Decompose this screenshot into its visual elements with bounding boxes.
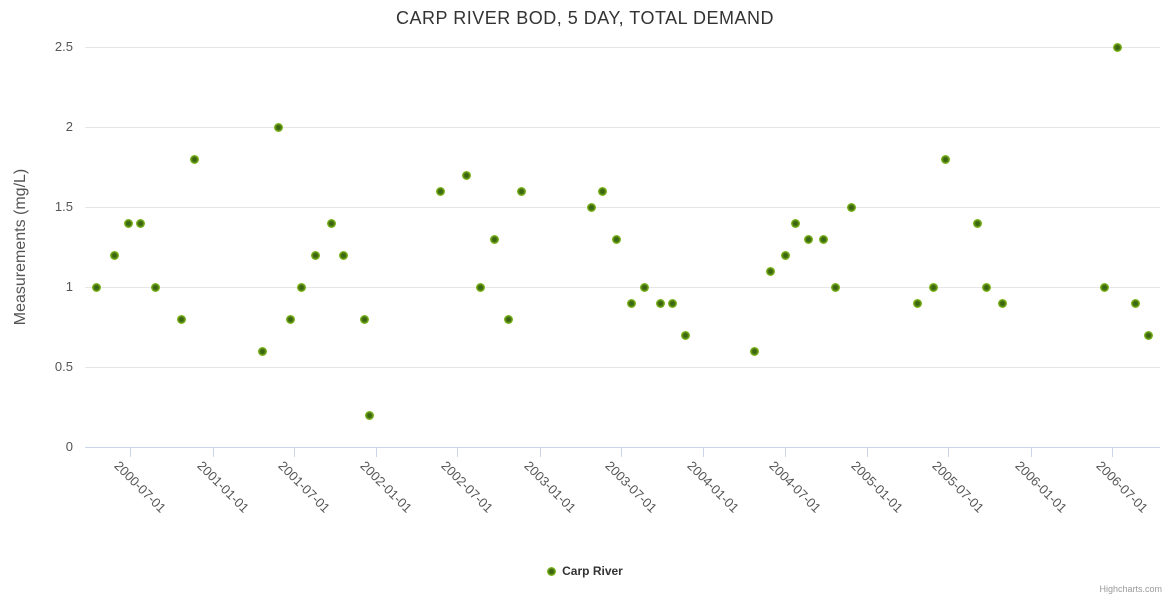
data-point[interactable] bbox=[136, 218, 146, 228]
data-point[interactable] bbox=[504, 314, 514, 324]
x-axis-tick bbox=[539, 447, 541, 457]
y-tick-label: 2 bbox=[65, 119, 73, 134]
x-tick-label: 2001-01-01 bbox=[194, 458, 252, 516]
highcharts-credit[interactable]: Highcharts.com bbox=[1099, 584, 1162, 594]
x-tick-label: 2002-07-01 bbox=[438, 458, 497, 516]
data-point[interactable] bbox=[781, 250, 791, 260]
data-point[interactable] bbox=[339, 250, 349, 260]
x-tick-label: 2006-01-01 bbox=[1011, 458, 1070, 516]
data-point[interactable] bbox=[110, 250, 120, 260]
data-point[interactable] bbox=[1131, 298, 1141, 308]
gridline bbox=[85, 366, 1160, 368]
x-tick-label: 2006-07-01 bbox=[1093, 458, 1151, 516]
gridline bbox=[85, 286, 1160, 288]
y-axis-title: Measurements (mg/L) bbox=[12, 168, 29, 326]
data-point[interactable] bbox=[819, 234, 829, 244]
data-point[interactable] bbox=[189, 154, 199, 164]
data-point[interactable] bbox=[476, 282, 485, 292]
data-point[interactable] bbox=[790, 218, 800, 228]
data-point[interactable] bbox=[928, 282, 938, 292]
gridline bbox=[85, 46, 1160, 48]
x-axis-tick bbox=[212, 447, 214, 457]
x-tick-label: 2004-07-01 bbox=[766, 458, 824, 516]
data-point[interactable] bbox=[680, 330, 690, 340]
x-tick-label: 2004-01-01 bbox=[684, 458, 743, 516]
x-axis-tick bbox=[784, 447, 786, 457]
x-tick-label: 2003-01-01 bbox=[521, 458, 579, 516]
data-point[interactable] bbox=[639, 282, 649, 292]
data-point[interactable] bbox=[940, 154, 950, 164]
x-axis-tick bbox=[1111, 447, 1113, 457]
data-point[interactable] bbox=[296, 282, 306, 292]
x-axis-tick bbox=[376, 447, 378, 457]
data-point[interactable] bbox=[982, 282, 992, 292]
data-point[interactable] bbox=[177, 314, 187, 324]
gridline bbox=[85, 206, 1160, 208]
data-point[interactable] bbox=[435, 186, 445, 196]
x-tick-label: 2005-07-01 bbox=[929, 458, 988, 516]
y-tick-label: 2.5 bbox=[54, 39, 73, 54]
y-tick-label: 1.5 bbox=[54, 199, 73, 214]
data-point[interactable] bbox=[912, 298, 922, 308]
data-point[interactable] bbox=[973, 218, 983, 228]
data-point[interactable] bbox=[655, 298, 665, 308]
data-point[interactable] bbox=[490, 234, 500, 244]
x-tick-label: 2002-01-01 bbox=[357, 458, 416, 516]
data-point[interactable] bbox=[365, 410, 375, 420]
data-point[interactable] bbox=[1100, 282, 1110, 292]
data-point[interactable] bbox=[611, 234, 621, 244]
x-tick-label: 2000-07-01 bbox=[111, 458, 170, 516]
x-tick-label: 2005-01-01 bbox=[848, 458, 907, 516]
data-point[interactable] bbox=[517, 186, 527, 196]
legend-marker-icon bbox=[547, 566, 557, 576]
data-point[interactable] bbox=[92, 282, 102, 292]
gridline bbox=[85, 126, 1160, 128]
chart-title: CARP RIVER BOD, 5 DAY, TOTAL DEMAND bbox=[396, 8, 774, 28]
x-axis-tick bbox=[867, 447, 869, 457]
data-point[interactable] bbox=[847, 202, 857, 212]
data-point[interactable] bbox=[461, 170, 471, 180]
data-point[interactable] bbox=[750, 346, 760, 356]
x-axis-tick bbox=[1030, 447, 1032, 457]
y-tick-label: 0.5 bbox=[54, 359, 73, 374]
data-point[interactable] bbox=[124, 218, 134, 228]
x-axis-tick bbox=[948, 447, 950, 457]
data-point[interactable] bbox=[286, 314, 296, 324]
x-tick-label: 2001-07-01 bbox=[275, 458, 333, 516]
data-point[interactable] bbox=[257, 346, 267, 356]
data-point[interactable] bbox=[586, 202, 596, 212]
legend-item-carp-river[interactable]: Carp River bbox=[0, 562, 1170, 580]
data-point[interactable] bbox=[627, 298, 637, 308]
data-point[interactable] bbox=[598, 186, 608, 196]
data-point[interactable] bbox=[151, 282, 161, 292]
data-point[interactable] bbox=[327, 218, 337, 228]
legend-label: Carp River bbox=[562, 564, 623, 578]
data-point[interactable] bbox=[831, 282, 841, 292]
y-tick-label: 0 bbox=[65, 439, 73, 454]
x-axis-line bbox=[85, 447, 1160, 448]
x-axis-tick bbox=[620, 447, 622, 457]
data-point[interactable] bbox=[359, 314, 369, 324]
x-tick-label: 2003-07-01 bbox=[602, 458, 660, 516]
data-point[interactable] bbox=[1144, 330, 1154, 340]
data-point[interactable] bbox=[274, 122, 283, 132]
data-point[interactable] bbox=[1113, 42, 1123, 52]
data-point[interactable] bbox=[997, 298, 1007, 308]
data-point[interactable] bbox=[765, 266, 775, 276]
data-point[interactable] bbox=[667, 298, 677, 308]
x-axis-tick bbox=[293, 447, 295, 457]
data-point[interactable] bbox=[803, 234, 813, 244]
x-axis-tick bbox=[703, 447, 705, 457]
x-axis-tick bbox=[130, 447, 132, 457]
data-point[interactable] bbox=[311, 250, 321, 260]
x-axis-tick bbox=[457, 447, 459, 457]
y-tick-label: 1 bbox=[65, 279, 73, 294]
